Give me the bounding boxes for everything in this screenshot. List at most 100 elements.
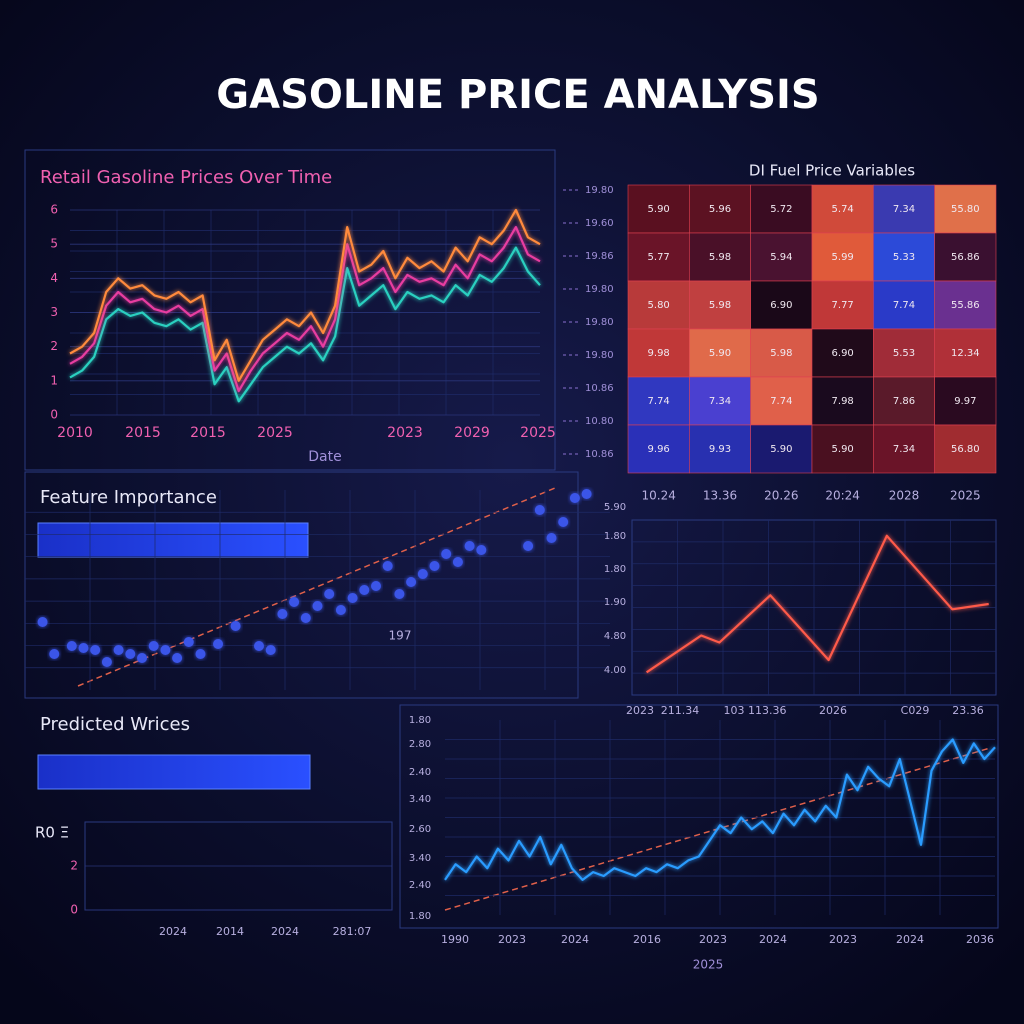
- scatter-point: [195, 649, 206, 659]
- trend-line: [77, 487, 556, 687]
- heat-cell-label: 5.96: [709, 204, 731, 215]
- y2-tick-label: 19.60: [585, 218, 614, 229]
- heat-cell-label: 55.80: [951, 204, 980, 215]
- feature-bar: [37, 522, 309, 558]
- y2-tick-label: 19.80: [585, 284, 614, 295]
- scatter-point: [335, 605, 346, 615]
- scatter-point: [429, 561, 440, 571]
- scatter-point: [417, 569, 428, 579]
- scatter-point: [452, 557, 463, 567]
- heat-cell-label: 7.98: [832, 396, 854, 407]
- heat-cell-label: 7.86: [893, 396, 915, 407]
- scatter-point: [289, 597, 300, 607]
- scatter-point: [359, 585, 370, 595]
- heat-cell-label: 56.80: [951, 444, 980, 455]
- panel: [24, 471, 579, 699]
- scatter-point: [160, 645, 171, 655]
- y-axis-label: R0 Ξ: [35, 824, 69, 842]
- heat-cell: [811, 328, 874, 378]
- scatter-point: [441, 549, 452, 559]
- x-tick-label: 2023: [829, 933, 857, 946]
- scatter-point: [382, 561, 393, 571]
- heat-cell-label: 9.97: [954, 396, 976, 407]
- heat-cell: [873, 184, 935, 234]
- heat-cell: [934, 232, 997, 282]
- heat-cell-label: 9.93: [709, 444, 731, 455]
- heat-cell-label: 55.86: [951, 300, 980, 311]
- scatter-point: [125, 649, 136, 659]
- y-tick-label: 2: [50, 339, 58, 353]
- x-tick-label: 2024: [759, 933, 787, 946]
- scatter-point: [569, 493, 580, 503]
- heat-cell: [750, 328, 813, 378]
- page-title: GASOLINE PRICE ANALYSIS: [216, 72, 819, 118]
- heat-cell-label: 5.98: [709, 300, 731, 311]
- scatter-point: [90, 645, 101, 655]
- x-tick-label: 2024: [561, 933, 589, 946]
- heat-cell: [627, 424, 690, 474]
- y-tick-label: 0: [50, 408, 58, 422]
- panel-title: Feature Importance: [40, 487, 217, 508]
- y2-tick-label: 10.86: [585, 383, 614, 394]
- x-tick-label: 2024: [896, 933, 924, 946]
- heat-cell-label: 5.74: [832, 204, 854, 215]
- y-tick-label: 1: [50, 373, 58, 387]
- y-tick-label: 2.80: [409, 739, 431, 750]
- scatter-point: [406, 577, 417, 587]
- data-line: [444, 738, 996, 881]
- heat-cell-label: 5.90: [770, 444, 792, 455]
- heat-cell-label: 12.34: [951, 348, 980, 359]
- x-tick-label: 2036: [966, 933, 994, 946]
- x-tick-label: 281:07: [333, 925, 372, 938]
- y-tick-label: 1.80: [409, 911, 431, 922]
- heat-cell-label: 7.34: [893, 204, 915, 215]
- x-tick-label: 2025: [257, 425, 293, 441]
- heat-cell: [934, 280, 997, 330]
- heat-cell-label: 9.96: [648, 444, 670, 455]
- panel: [399, 704, 999, 929]
- heat-cell: [873, 328, 935, 378]
- panel-title: Predicted Wrices: [40, 714, 190, 735]
- heat-cell: [811, 280, 874, 330]
- column-label: 2028: [889, 489, 920, 503]
- heat-cell: [689, 232, 751, 282]
- heat-cell: [627, 376, 690, 426]
- scatter-point: [581, 489, 592, 499]
- heat-cell-label: 6.90: [770, 300, 792, 311]
- heat-cell: [627, 280, 690, 330]
- heat-cell-label: 7.74: [893, 300, 915, 311]
- y-tick-label: 1.80: [604, 531, 626, 542]
- column-label: 13.36: [703, 489, 737, 503]
- scatter-point: [476, 545, 487, 555]
- scatter-point: [183, 637, 194, 647]
- x-tick-label: 2025: [520, 425, 556, 441]
- x-tick-label: 2024: [271, 925, 299, 938]
- x-tick-label: 103 113.36: [724, 704, 787, 717]
- column-label: 20:24: [825, 489, 860, 503]
- heat-cell-label: 7.34: [893, 444, 915, 455]
- heat-cell-label: 5.94: [770, 252, 792, 263]
- x-tick-label: 2014: [216, 925, 244, 938]
- scatter-point: [213, 639, 224, 649]
- heat-cell: [750, 424, 813, 474]
- scatter-point: [172, 653, 183, 663]
- heat-cell-label: 5.80: [648, 300, 670, 311]
- x-tick-label: 211.34: [661, 704, 700, 717]
- heat-cell-label: 9.98: [648, 348, 670, 359]
- scatter-point: [230, 621, 241, 631]
- heat-cell-label: 5.77: [648, 252, 670, 263]
- heat-cell: [689, 280, 751, 330]
- scatter-point: [137, 653, 147, 663]
- x-tick-label: C029: [901, 704, 930, 717]
- heat-cell-label: 7.34: [709, 396, 731, 407]
- y-tick-label: 5.90: [604, 502, 626, 513]
- heat-cell-label: 5.72: [770, 204, 792, 215]
- y2-tick-label: 19.80: [585, 350, 614, 361]
- y-tick-label: 1.80: [604, 564, 626, 575]
- data-line: [645, 534, 989, 674]
- x-axis-label: Date: [308, 449, 341, 465]
- y-tick-label: 1.90: [604, 597, 626, 608]
- heat-cell: [873, 280, 935, 330]
- y-tick-label: 4: [50, 271, 58, 285]
- heat-cell: [811, 424, 874, 474]
